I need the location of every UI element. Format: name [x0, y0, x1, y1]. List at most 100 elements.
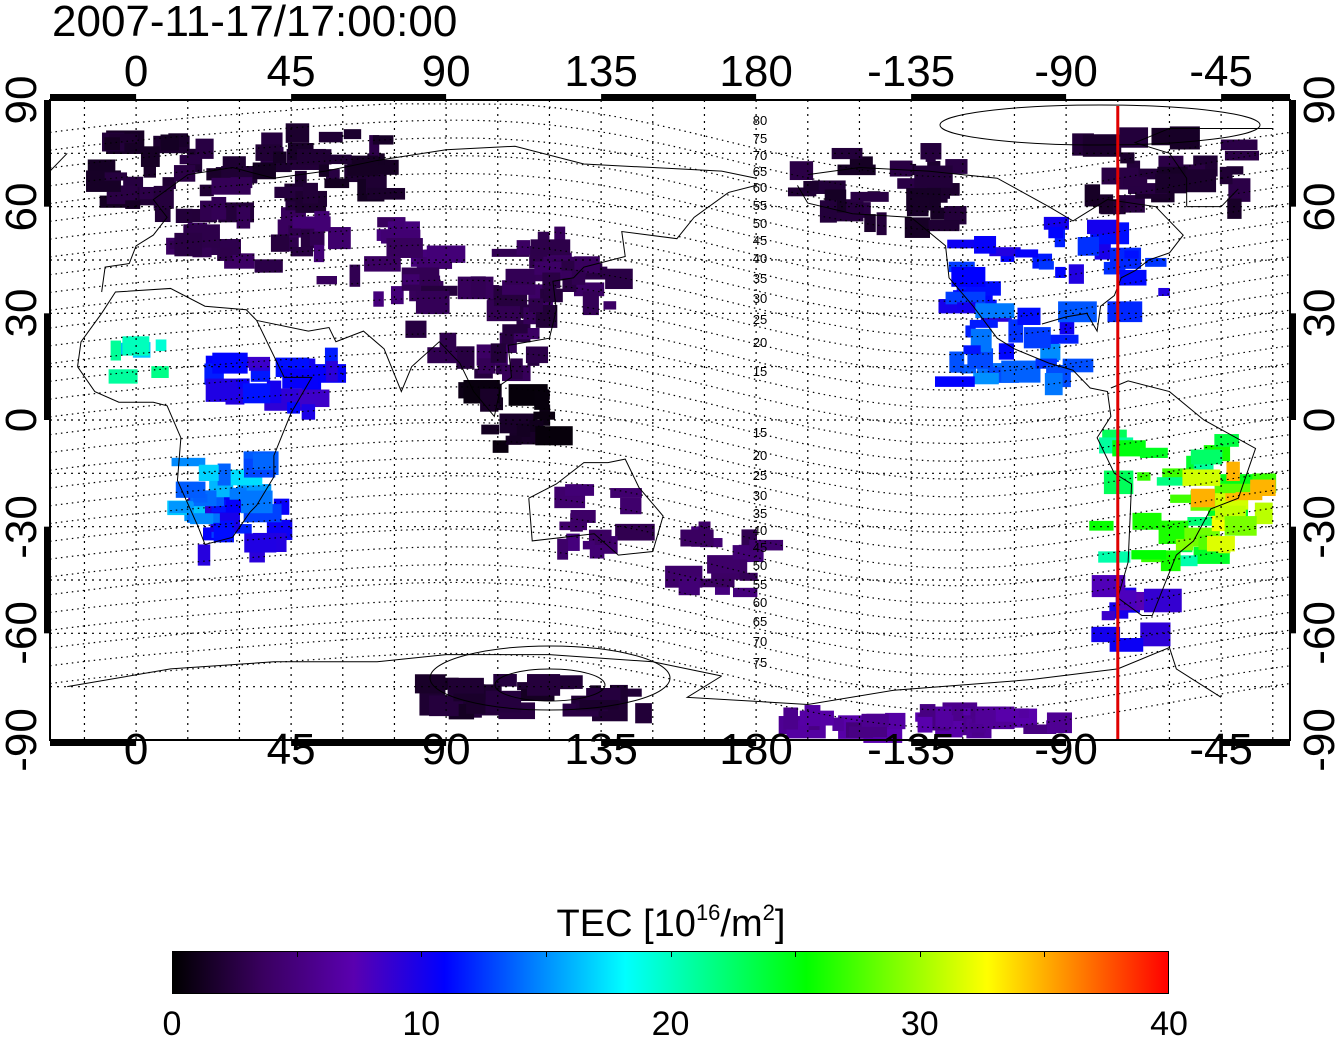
tec-cell — [517, 682, 532, 691]
tec-cell — [948, 261, 975, 273]
colorbar-tick-label: 20 — [651, 1005, 690, 1043]
contour-label: 65 — [753, 614, 767, 629]
left-latitude-tick: 90 — [0, 75, 46, 125]
tec-cell — [369, 135, 380, 157]
tec-cell — [140, 146, 160, 167]
tec-cell — [110, 340, 122, 361]
tec-cell — [1017, 307, 1041, 325]
tec-cell — [153, 185, 174, 209]
tec-cell — [1187, 517, 1216, 526]
tec-cell — [1158, 287, 1170, 297]
top-longitude-tick: -90 — [1034, 47, 1098, 96]
tec-cell — [525, 346, 549, 364]
tec-cell — [1043, 216, 1069, 230]
tec-cell — [123, 176, 144, 188]
tec-cell — [701, 578, 735, 588]
tec-cell — [526, 674, 561, 696]
tec-cell — [579, 699, 619, 710]
tec-cell — [1131, 550, 1167, 560]
tec-cell — [505, 435, 522, 445]
tec-cell — [199, 184, 214, 197]
frame-bar-top — [291, 94, 447, 100]
tec-cell — [414, 674, 446, 694]
tec-cell — [960, 364, 977, 374]
colorbar-tick-label: 10 — [402, 1005, 441, 1043]
tec-cell — [566, 533, 580, 551]
tec-cell — [560, 497, 586, 508]
tec-cell — [1190, 449, 1223, 465]
tec-cell — [1137, 472, 1151, 481]
colorbar-minor-tick — [296, 951, 298, 957]
tec-cell — [1098, 551, 1131, 563]
tec-cell — [1082, 134, 1122, 157]
tec-cell — [1098, 194, 1114, 214]
contour-label: 80 — [753, 113, 767, 128]
contour-label: 70 — [753, 634, 767, 649]
right-latitude-tick: -60 — [1295, 601, 1342, 666]
tec-cell — [680, 529, 714, 547]
tec-cell — [313, 244, 325, 263]
right-latitude-tick: 30 — [1295, 288, 1342, 338]
tec-cell — [270, 234, 290, 252]
top-longitude-tick: 180 — [719, 47, 793, 96]
tec-cell — [401, 267, 440, 291]
tec-cell — [491, 248, 530, 257]
tec-cell — [1224, 150, 1259, 161]
tec-cell — [1224, 516, 1257, 536]
coastline — [807, 167, 1184, 333]
tec-cell — [1089, 520, 1114, 531]
tec-cell — [1115, 590, 1137, 609]
contour-label: 45 — [753, 233, 767, 248]
tec-cell — [309, 229, 325, 246]
tec-cell — [301, 404, 316, 420]
bottom-longitude-tick: -45 — [1189, 725, 1253, 774]
tec-region — [1091, 575, 1182, 652]
frame-bar-left — [44, 526, 50, 634]
tec-cell — [298, 389, 330, 408]
right-latitude-tick: 90 — [1295, 75, 1342, 125]
tec-cell — [516, 423, 531, 438]
tec-cell — [1123, 176, 1148, 187]
contour-label: 55 — [753, 198, 767, 213]
tec-cell — [1008, 319, 1024, 343]
tec-cell — [537, 231, 550, 246]
tec-cell — [104, 137, 120, 151]
tec-cell — [551, 260, 575, 271]
tec-cell — [574, 256, 600, 274]
right-latitude-tick: 0 — [1295, 407, 1342, 433]
top-longitude-tick: -45 — [1189, 47, 1253, 96]
colorbar-title-end: ] — [774, 903, 786, 945]
colorbar-title-exponent2: 2 — [762, 900, 775, 925]
tec-cell — [998, 343, 1015, 360]
frame-bar-bottom — [601, 740, 757, 746]
tec-cell — [951, 266, 986, 287]
left-latitude-tick: 0 — [0, 407, 46, 433]
magnetic-contour — [49, 635, 1291, 711]
tec-cell — [615, 523, 655, 541]
tec-cell — [372, 135, 394, 145]
tec-cell — [244, 533, 277, 553]
right-latitude-tick: -30 — [1295, 494, 1342, 559]
tec-cell — [212, 352, 248, 374]
map-timestamp: 2007-11-17/17:00:00 — [52, 0, 458, 46]
tec-cell — [974, 235, 997, 254]
tec-cell — [535, 426, 573, 446]
tec-cell — [1124, 250, 1139, 259]
tec-cell — [534, 261, 562, 275]
colorbar-minor-tick — [545, 951, 547, 957]
contour-label: 40 — [753, 251, 767, 266]
tec-cell — [292, 216, 331, 229]
colorbar-minor-tick — [421, 951, 423, 957]
contour-label: 50 — [753, 216, 767, 231]
tec-cell — [175, 208, 193, 224]
tec-cell — [1254, 502, 1273, 525]
tec-cell — [586, 687, 621, 701]
frame-bar-bottom — [291, 740, 447, 746]
contour-label: 20 — [753, 448, 767, 463]
tec-cell — [174, 232, 203, 257]
tec-cell — [171, 457, 206, 467]
colorbar-minor-tick — [670, 951, 672, 957]
tec-cell — [571, 269, 586, 285]
bottom-longitude-tick: -135 — [867, 725, 956, 774]
right-latitude-tick: -90 — [1295, 708, 1342, 772]
